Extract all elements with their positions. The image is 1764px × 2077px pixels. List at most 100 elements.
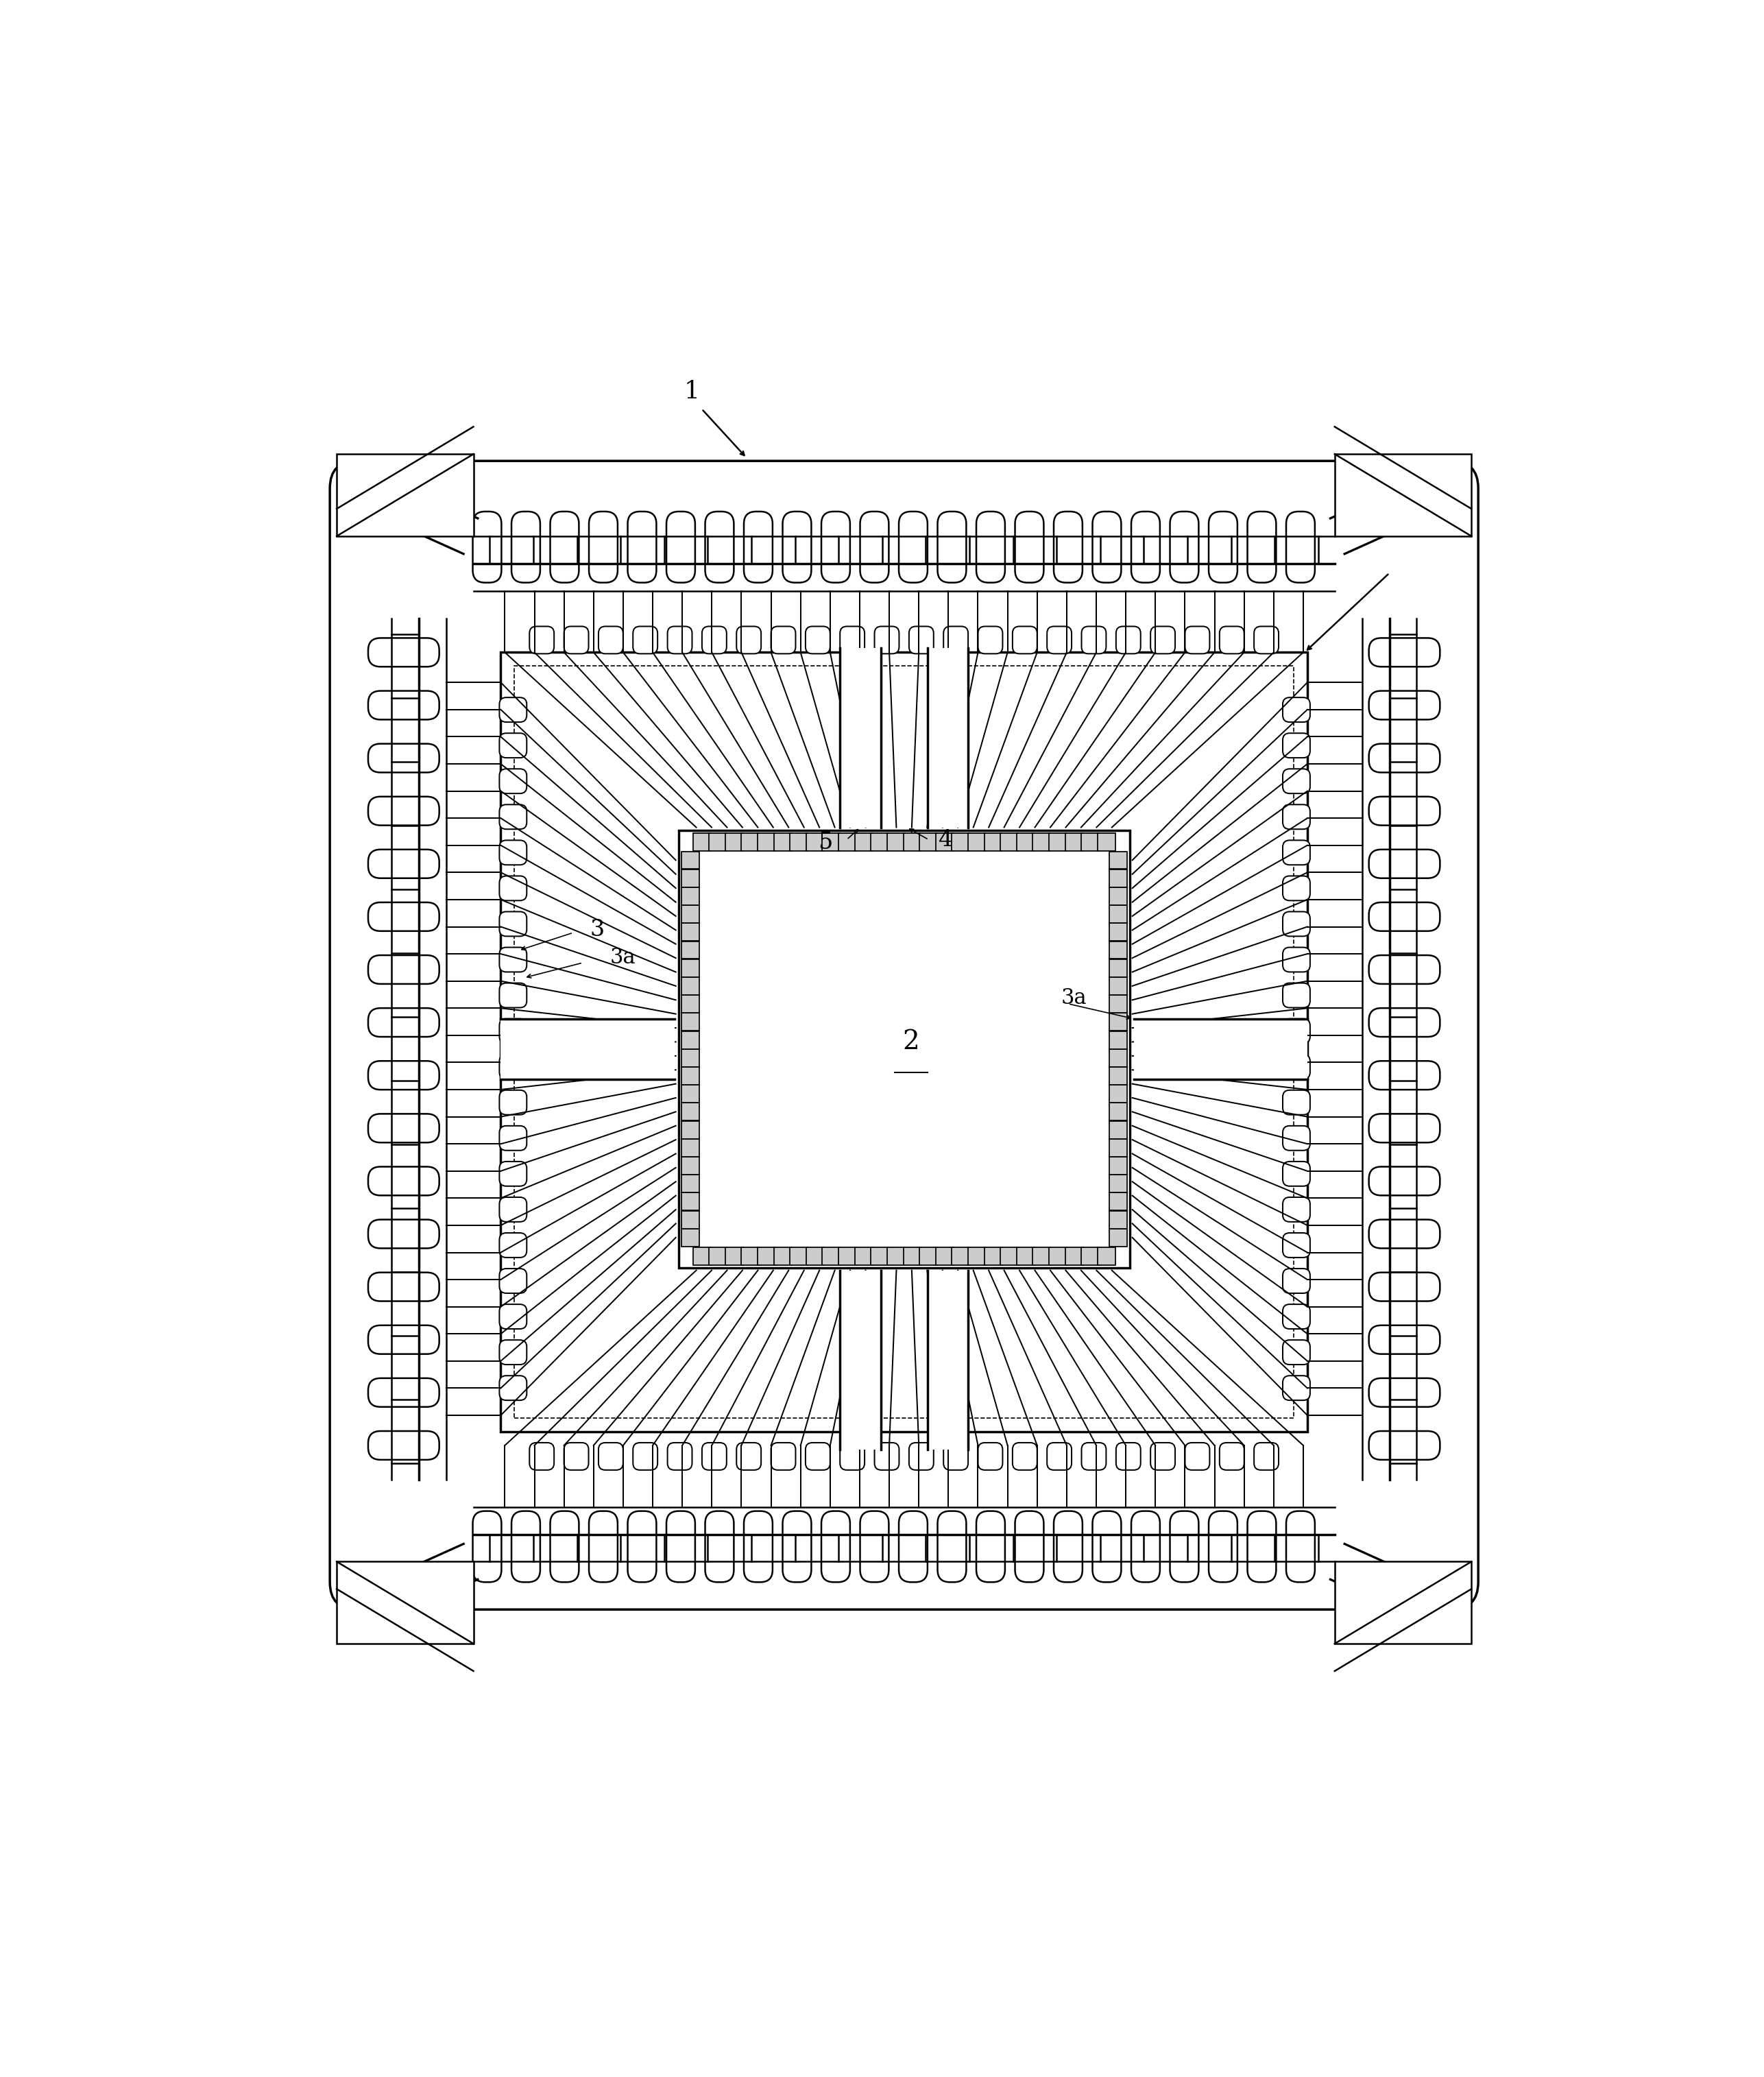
FancyBboxPatch shape bbox=[822, 1512, 850, 1583]
Bar bbox=[709, 1246, 727, 1265]
Bar bbox=[681, 1138, 699, 1157]
Polygon shape bbox=[840, 648, 880, 827]
FancyBboxPatch shape bbox=[1369, 798, 1439, 825]
Bar bbox=[681, 870, 699, 887]
Bar bbox=[709, 833, 727, 852]
FancyBboxPatch shape bbox=[369, 1431, 439, 1460]
Bar bbox=[1110, 960, 1127, 976]
FancyBboxPatch shape bbox=[702, 1444, 727, 1471]
FancyBboxPatch shape bbox=[1369, 849, 1439, 879]
Bar bbox=[757, 833, 776, 852]
Bar bbox=[725, 833, 743, 852]
Bar bbox=[1110, 995, 1127, 1014]
FancyBboxPatch shape bbox=[1013, 627, 1037, 654]
Bar bbox=[919, 1246, 937, 1265]
FancyBboxPatch shape bbox=[702, 627, 727, 654]
FancyBboxPatch shape bbox=[499, 947, 527, 972]
FancyBboxPatch shape bbox=[1150, 1444, 1175, 1471]
FancyBboxPatch shape bbox=[499, 1090, 527, 1115]
FancyBboxPatch shape bbox=[1219, 627, 1244, 654]
Bar bbox=[984, 833, 1002, 852]
Bar bbox=[1110, 1103, 1127, 1122]
Bar bbox=[856, 833, 873, 852]
FancyBboxPatch shape bbox=[1369, 1325, 1439, 1354]
FancyBboxPatch shape bbox=[499, 1018, 527, 1043]
FancyBboxPatch shape bbox=[589, 1512, 617, 1583]
FancyBboxPatch shape bbox=[908, 627, 933, 654]
Bar bbox=[681, 1103, 699, 1122]
FancyBboxPatch shape bbox=[564, 627, 589, 654]
Bar bbox=[1110, 1138, 1127, 1157]
FancyBboxPatch shape bbox=[1048, 627, 1071, 654]
FancyBboxPatch shape bbox=[1014, 1512, 1044, 1583]
FancyBboxPatch shape bbox=[1282, 1196, 1311, 1221]
Bar bbox=[681, 995, 699, 1014]
FancyBboxPatch shape bbox=[1053, 511, 1083, 584]
FancyBboxPatch shape bbox=[975, 1512, 1005, 1583]
FancyBboxPatch shape bbox=[499, 1340, 527, 1365]
FancyBboxPatch shape bbox=[783, 1512, 811, 1583]
Text: 2: 2 bbox=[903, 1030, 919, 1055]
FancyBboxPatch shape bbox=[499, 698, 527, 723]
FancyBboxPatch shape bbox=[499, 733, 527, 758]
Bar bbox=[681, 941, 699, 960]
FancyBboxPatch shape bbox=[499, 1055, 527, 1080]
FancyBboxPatch shape bbox=[1282, 1126, 1311, 1151]
FancyBboxPatch shape bbox=[369, 1219, 439, 1248]
FancyBboxPatch shape bbox=[499, 841, 527, 864]
Bar bbox=[1110, 1230, 1127, 1246]
Bar bbox=[903, 1246, 921, 1265]
Bar bbox=[681, 1049, 699, 1068]
Text: 1: 1 bbox=[684, 380, 700, 403]
FancyBboxPatch shape bbox=[1282, 804, 1311, 829]
FancyBboxPatch shape bbox=[1286, 511, 1314, 584]
FancyBboxPatch shape bbox=[1369, 1273, 1439, 1300]
Bar bbox=[681, 922, 699, 941]
FancyBboxPatch shape bbox=[628, 1512, 656, 1583]
FancyBboxPatch shape bbox=[1282, 1161, 1311, 1186]
Bar bbox=[871, 833, 889, 852]
FancyBboxPatch shape bbox=[550, 1512, 579, 1583]
Text: 3: 3 bbox=[589, 918, 605, 941]
FancyBboxPatch shape bbox=[529, 627, 554, 654]
Bar bbox=[501, 652, 1307, 1431]
FancyBboxPatch shape bbox=[706, 1512, 734, 1583]
FancyBboxPatch shape bbox=[499, 1375, 527, 1400]
Bar bbox=[1110, 922, 1127, 941]
Bar bbox=[935, 833, 953, 852]
FancyBboxPatch shape bbox=[737, 627, 760, 654]
Bar bbox=[1000, 1246, 1018, 1265]
Bar bbox=[856, 1246, 873, 1265]
Bar bbox=[953, 1246, 970, 1265]
FancyBboxPatch shape bbox=[1369, 1379, 1439, 1406]
FancyBboxPatch shape bbox=[937, 511, 967, 584]
Bar bbox=[681, 1068, 699, 1084]
Bar bbox=[806, 1246, 824, 1265]
FancyBboxPatch shape bbox=[564, 1444, 589, 1471]
FancyBboxPatch shape bbox=[1150, 627, 1175, 654]
FancyBboxPatch shape bbox=[1170, 1512, 1200, 1583]
FancyBboxPatch shape bbox=[1282, 876, 1311, 901]
FancyBboxPatch shape bbox=[737, 1444, 760, 1471]
Bar bbox=[679, 831, 1129, 1267]
FancyBboxPatch shape bbox=[1282, 1055, 1311, 1080]
Bar bbox=[1097, 1246, 1115, 1265]
FancyBboxPatch shape bbox=[1053, 1512, 1083, 1583]
FancyBboxPatch shape bbox=[783, 511, 811, 584]
FancyBboxPatch shape bbox=[861, 1512, 889, 1583]
Bar bbox=[681, 1192, 699, 1211]
FancyBboxPatch shape bbox=[1208, 1512, 1237, 1583]
FancyBboxPatch shape bbox=[822, 511, 850, 584]
Bar bbox=[681, 1030, 699, 1049]
Bar bbox=[1110, 1084, 1127, 1103]
Polygon shape bbox=[337, 1562, 473, 1643]
FancyBboxPatch shape bbox=[1092, 1512, 1122, 1583]
FancyBboxPatch shape bbox=[806, 627, 831, 654]
FancyBboxPatch shape bbox=[499, 982, 527, 1007]
FancyBboxPatch shape bbox=[369, 638, 439, 667]
Bar bbox=[1110, 1211, 1127, 1228]
FancyBboxPatch shape bbox=[875, 1444, 900, 1471]
FancyBboxPatch shape bbox=[1369, 1007, 1439, 1036]
Bar bbox=[1097, 833, 1115, 852]
FancyBboxPatch shape bbox=[1369, 1061, 1439, 1090]
